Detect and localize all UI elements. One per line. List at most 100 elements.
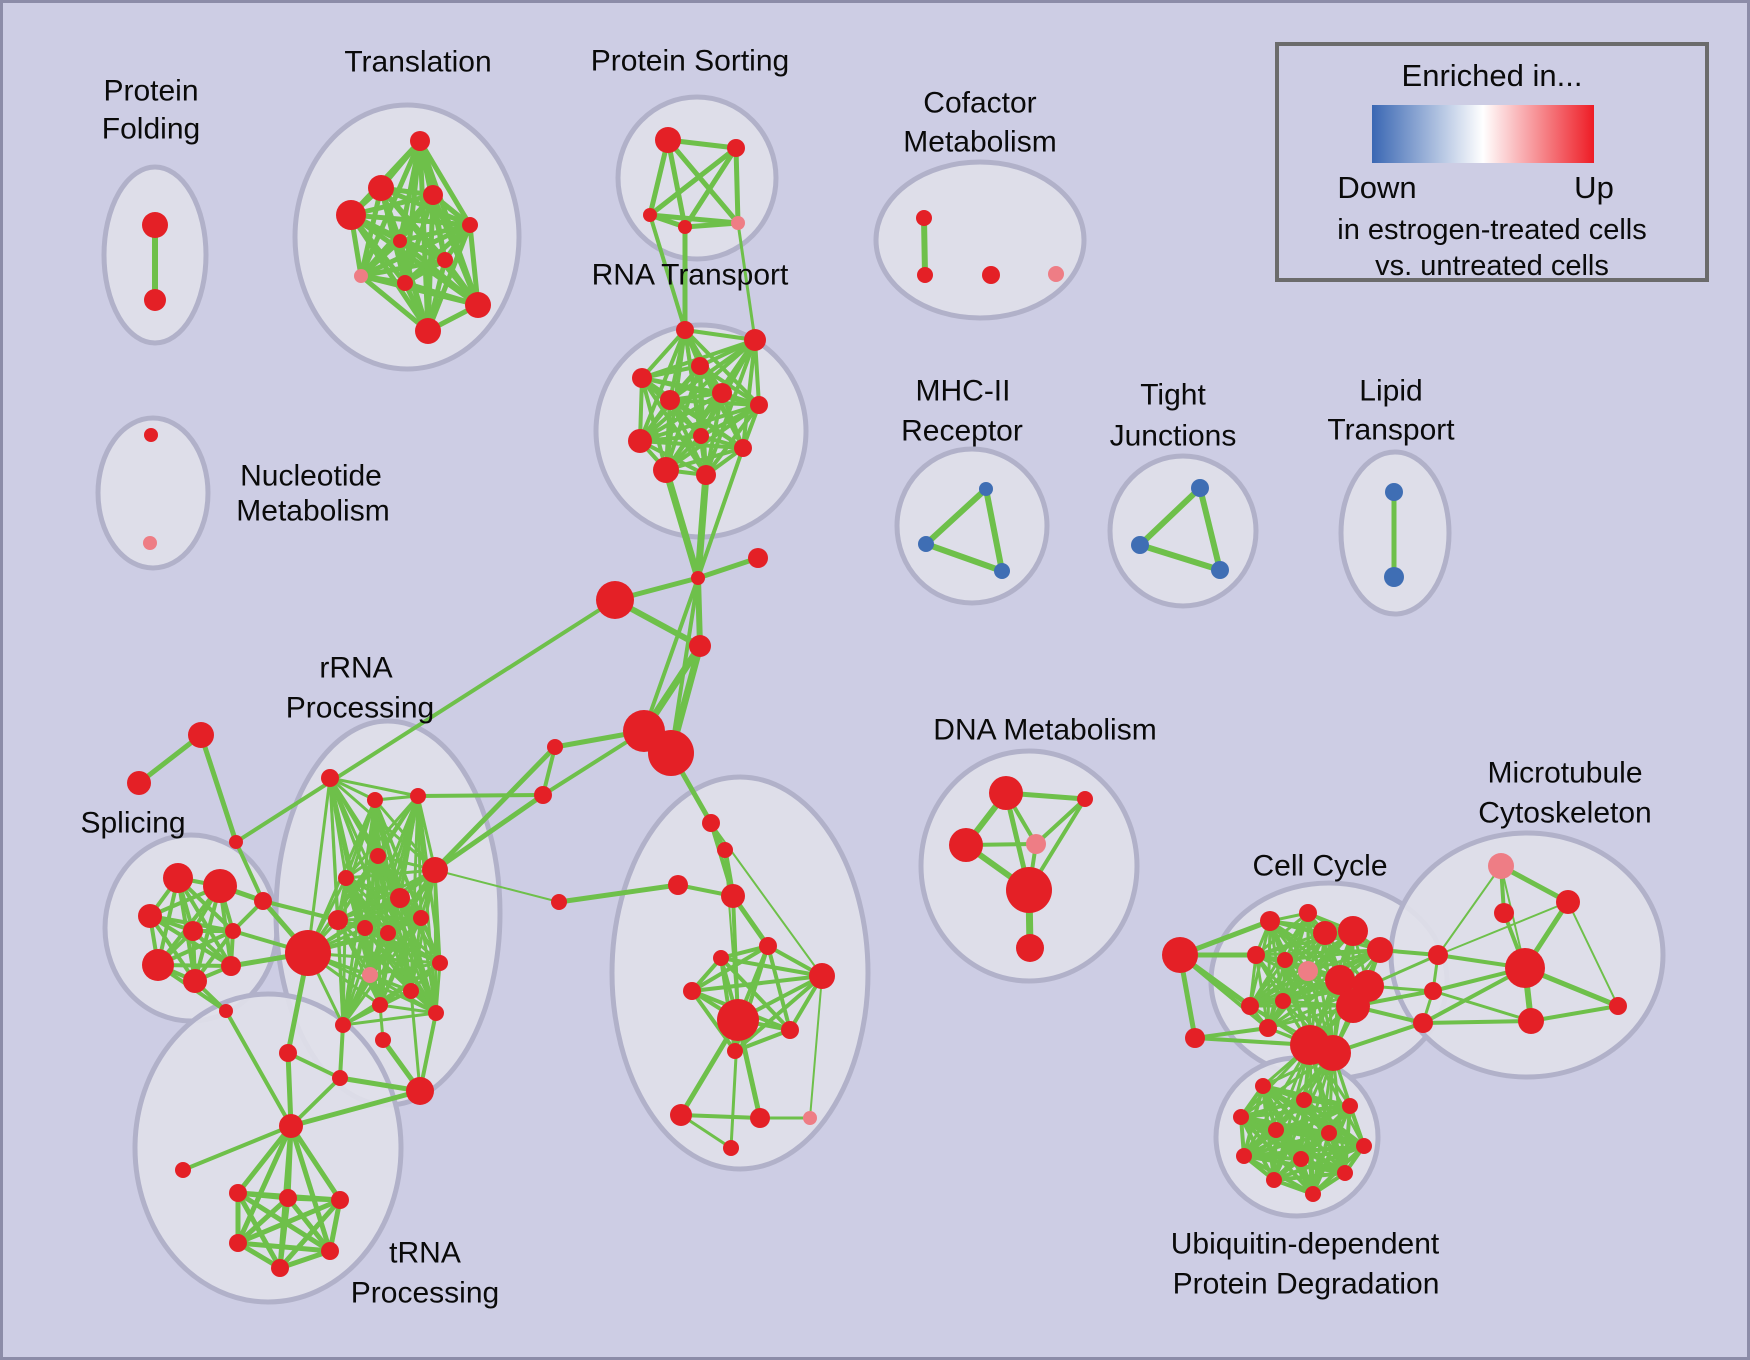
network-edge xyxy=(277,1197,343,1271)
network-edge xyxy=(224,1009,293,1128)
translation-node xyxy=(393,234,407,248)
rrna_processing-node xyxy=(380,925,396,941)
transcription-node xyxy=(670,1104,692,1126)
rrna_processing-node xyxy=(390,888,410,908)
network-edge xyxy=(397,238,481,308)
dna_metabolism-ellipse xyxy=(918,748,1140,984)
transcription-node xyxy=(717,999,759,1041)
nucleotide_metabolism-node xyxy=(144,428,158,442)
network-edge xyxy=(682,145,739,230)
network-edge xyxy=(704,403,761,477)
protein_sorting-node xyxy=(727,139,745,157)
transcription-node xyxy=(551,894,567,910)
dna_metabolism-node xyxy=(1077,791,1093,807)
trna_processing-node xyxy=(406,1077,434,1105)
protein_sorting-node xyxy=(643,208,657,222)
translation-node xyxy=(462,217,478,233)
splicing-node xyxy=(203,869,237,903)
network-edge xyxy=(1178,953,1270,1030)
rna_transport-node xyxy=(750,396,768,414)
network-edge xyxy=(235,1197,343,1246)
transcription-node xyxy=(713,950,729,966)
network-edge xyxy=(1437,865,1502,956)
cluster-label-ubiquitin-dependent: Ubiquitin-dependent xyxy=(1171,1228,1440,1261)
network-edge xyxy=(341,876,348,1027)
connector-node xyxy=(717,842,733,858)
network-edge xyxy=(434,869,560,903)
splicing-node xyxy=(225,923,241,939)
rrna_processing-node xyxy=(428,1005,444,1021)
trna_processing-node xyxy=(229,1234,247,1252)
network-edge xyxy=(719,956,824,978)
cluster-label-metabolism: Metabolism xyxy=(236,495,389,528)
network-edge xyxy=(1254,911,1310,957)
trna_processing-node xyxy=(271,1259,289,1277)
trna_processing-node xyxy=(321,1242,339,1260)
microtubule_cytoskeleton-node xyxy=(1609,997,1627,1015)
network-edge xyxy=(638,439,708,477)
transcription-node xyxy=(803,1111,817,1125)
network-edge xyxy=(1242,1043,1312,1158)
splicing-node xyxy=(221,956,241,976)
cell_cycle-node xyxy=(1428,945,1448,965)
network-edge xyxy=(766,944,792,1032)
network-edge xyxy=(386,931,442,965)
legend-up-label: Up xyxy=(1574,170,1614,205)
network-edge xyxy=(1421,1019,1533,1025)
network-edge xyxy=(198,732,239,845)
dna_metabolism-node xyxy=(1026,834,1046,854)
network-edge xyxy=(397,222,473,244)
network-edge xyxy=(336,918,382,1007)
network-edge xyxy=(1529,1004,1620,1023)
protein_sorting-node xyxy=(655,127,681,153)
translation-node xyxy=(368,175,394,201)
network-edge xyxy=(430,192,481,308)
cluster-label-lipid: Lipid xyxy=(1359,375,1422,408)
transcription-node xyxy=(668,875,688,895)
network-edge xyxy=(136,732,204,786)
transcription-node xyxy=(683,982,701,1000)
network-edge xyxy=(288,1123,343,1203)
network-edge xyxy=(336,896,402,922)
network-edge xyxy=(358,257,448,279)
rrna_processing-node xyxy=(370,848,386,864)
network-edge xyxy=(341,973,372,1027)
protein_folding-node xyxy=(144,289,166,311)
cluster-label-metabolism: Metabolism xyxy=(903,126,1056,159)
cell_cycle-node xyxy=(1325,965,1355,995)
network-edge xyxy=(679,1113,762,1120)
network-edge xyxy=(665,137,688,230)
network-edge xyxy=(433,868,438,1015)
rrna_processing-node xyxy=(328,910,348,930)
cluster-label-transport: Transport xyxy=(1327,414,1455,447)
network-edge xyxy=(181,1124,293,1172)
translation-node xyxy=(336,200,366,230)
network-edge xyxy=(1567,901,1619,1007)
cluster-label-processing: Processing xyxy=(286,692,434,725)
network-edge xyxy=(719,956,792,1032)
network-edge xyxy=(1283,948,1382,962)
cell_cycle-node xyxy=(1185,1028,1205,1048)
connector-node xyxy=(748,548,768,568)
legend-box: Enriched in... Down Up in estrogen-treat… xyxy=(1275,42,1709,282)
network-edge xyxy=(341,926,367,1027)
rrna_processing-node xyxy=(357,920,373,936)
rrna_processing-node xyxy=(422,857,448,883)
network-edge xyxy=(733,145,741,226)
translation-node xyxy=(437,252,453,268)
transcription-ellipse xyxy=(609,774,871,1172)
cluster-label-folding: Folding xyxy=(102,113,200,146)
network-edge xyxy=(665,137,741,226)
rna_transport-node xyxy=(632,368,652,388)
network-edge xyxy=(664,446,745,472)
lipid_transport-node xyxy=(1384,567,1404,587)
cofactor_metabolism-node xyxy=(916,210,932,226)
network-edge xyxy=(148,914,233,968)
network-edge xyxy=(983,486,1005,574)
network-edge xyxy=(336,918,345,1027)
trna_processing-ellipse xyxy=(132,991,404,1305)
legend-subtitle-line1: in estrogen-treated cells xyxy=(1337,214,1647,246)
tight_junctions-node xyxy=(1131,536,1149,554)
network-edge xyxy=(434,961,442,1015)
